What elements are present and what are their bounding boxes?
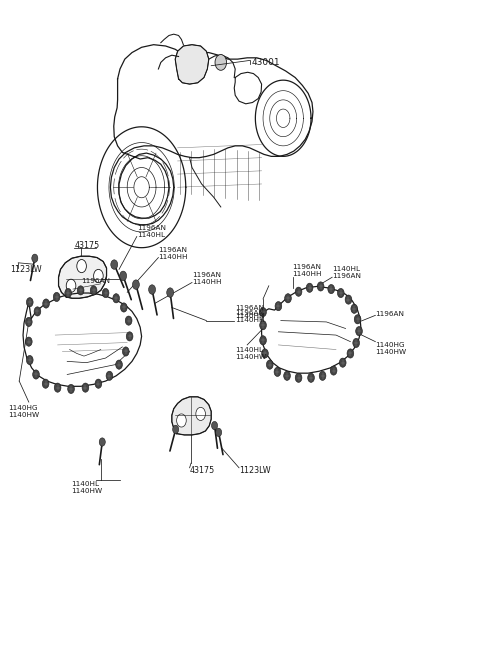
Circle shape xyxy=(82,383,89,392)
Circle shape xyxy=(43,299,49,308)
Circle shape xyxy=(330,366,337,375)
Circle shape xyxy=(177,414,186,427)
Polygon shape xyxy=(175,45,209,84)
Text: 1196AN
1140HH: 1196AN 1140HH xyxy=(158,247,188,260)
Circle shape xyxy=(216,428,222,436)
Text: 43175: 43175 xyxy=(74,241,100,250)
Circle shape xyxy=(284,371,290,380)
Circle shape xyxy=(34,307,41,316)
Circle shape xyxy=(54,383,61,392)
Circle shape xyxy=(347,349,354,358)
Circle shape xyxy=(212,421,217,430)
Circle shape xyxy=(295,287,302,296)
Circle shape xyxy=(95,379,102,388)
Circle shape xyxy=(99,438,105,446)
Circle shape xyxy=(167,288,174,298)
Circle shape xyxy=(26,355,33,365)
Circle shape xyxy=(77,286,84,295)
Circle shape xyxy=(116,360,122,369)
Circle shape xyxy=(120,303,127,312)
Circle shape xyxy=(215,55,227,70)
Text: 43175: 43175 xyxy=(190,466,215,475)
Circle shape xyxy=(328,284,335,294)
Text: 1140HG
1140HW: 1140HG 1140HW xyxy=(9,405,40,418)
Text: 1196AN
1140HH: 1196AN 1140HH xyxy=(235,306,264,319)
Circle shape xyxy=(337,288,344,298)
Circle shape xyxy=(306,283,313,292)
Circle shape xyxy=(33,370,39,379)
Circle shape xyxy=(32,254,38,262)
Circle shape xyxy=(308,373,314,382)
Circle shape xyxy=(132,280,139,289)
Text: 1140HL
1140HW: 1140HL 1140HW xyxy=(71,481,102,494)
Text: 1196AN
1140HL: 1196AN 1140HL xyxy=(137,225,166,238)
Circle shape xyxy=(295,373,302,382)
Circle shape xyxy=(285,294,291,303)
Circle shape xyxy=(25,337,32,346)
Polygon shape xyxy=(59,256,107,298)
Text: 1196AN
1140HH: 1196AN 1140HH xyxy=(192,272,221,285)
Circle shape xyxy=(274,367,281,376)
Circle shape xyxy=(68,384,74,394)
Text: 1140HL
1196AN: 1140HL 1196AN xyxy=(332,266,361,279)
Polygon shape xyxy=(172,397,211,435)
Circle shape xyxy=(125,316,132,325)
Circle shape xyxy=(356,327,362,336)
Circle shape xyxy=(260,321,266,330)
Circle shape xyxy=(266,360,273,369)
Circle shape xyxy=(262,349,268,358)
Text: 1196AN
1140HH: 1196AN 1140HH xyxy=(235,310,264,323)
Circle shape xyxy=(66,279,76,292)
Text: 1140HL
1140HW: 1140HL 1140HW xyxy=(235,347,266,360)
Circle shape xyxy=(353,338,360,348)
Text: 1123LW: 1123LW xyxy=(239,466,271,475)
Circle shape xyxy=(90,286,97,295)
Circle shape xyxy=(111,260,118,269)
Circle shape xyxy=(345,295,352,304)
Circle shape xyxy=(26,298,33,307)
Circle shape xyxy=(354,315,361,324)
Circle shape xyxy=(65,288,72,298)
Circle shape xyxy=(275,302,282,311)
Text: 1123LW: 1123LW xyxy=(11,265,42,274)
Circle shape xyxy=(25,317,32,327)
Circle shape xyxy=(113,294,120,303)
Circle shape xyxy=(53,292,60,302)
Circle shape xyxy=(317,282,324,291)
Text: 1140HG
1140HW: 1140HG 1140HW xyxy=(375,342,407,355)
Text: 1196AN: 1196AN xyxy=(375,311,404,317)
Circle shape xyxy=(319,371,326,380)
Text: 1196AN
1140HH: 1196AN 1140HH xyxy=(292,264,321,277)
Circle shape xyxy=(120,271,127,281)
Circle shape xyxy=(196,407,205,420)
Circle shape xyxy=(77,260,86,273)
Circle shape xyxy=(126,332,133,341)
Circle shape xyxy=(339,358,346,367)
Circle shape xyxy=(351,304,358,313)
Circle shape xyxy=(102,288,109,298)
Circle shape xyxy=(149,284,156,294)
Text: 1196AN: 1196AN xyxy=(82,278,110,284)
Circle shape xyxy=(106,371,113,380)
Circle shape xyxy=(122,347,129,356)
Circle shape xyxy=(94,269,103,283)
Circle shape xyxy=(42,379,49,388)
Circle shape xyxy=(173,425,179,434)
Text: 43001: 43001 xyxy=(252,58,281,67)
Circle shape xyxy=(260,307,266,317)
Circle shape xyxy=(260,336,266,345)
